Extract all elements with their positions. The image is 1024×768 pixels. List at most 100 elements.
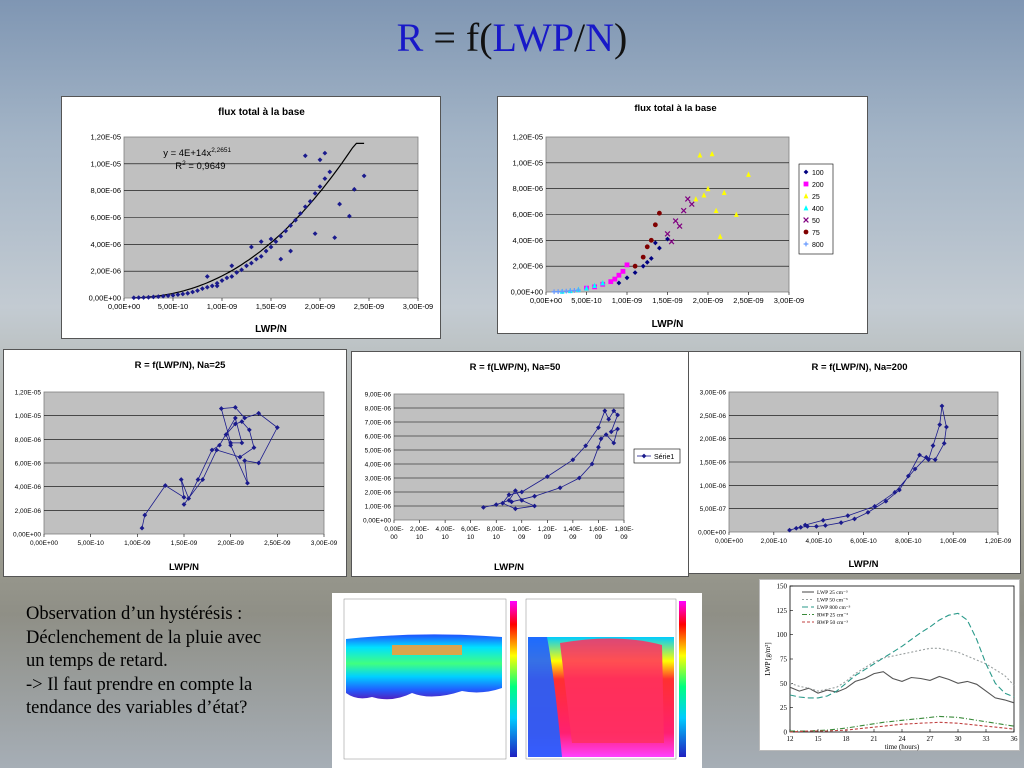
chart5-ytick-label: 0,00E+00 [698,530,726,537]
chart4-data-point [481,505,486,510]
chart3-data-point [232,404,238,410]
chart2-data-point [684,196,691,202]
chart6-ytick-label: 75 [780,656,788,664]
chart6-ytick-label: 100 [777,631,788,639]
chart4-data-point [576,475,582,481]
caption-line-1: Observation d’un hystérésis : [26,604,243,624]
chart6-legend-label: RWP 25 cm⁻³ [817,613,848,619]
chart1-xtick-label: 1,00E-09 [207,302,237,311]
chart3-title: R = f(LWP/N), Na=25 [135,360,227,371]
chart1-data-point [361,173,367,179]
chart4-xtick-label: 1,60E- [589,526,608,533]
chart6-xtick-label: 27 [927,735,935,743]
chart2-data-point [640,254,646,260]
chart1-data-point [351,186,357,192]
chart1-data-point [288,248,293,254]
chart3-xtick-label: 2,00E-09 [217,540,244,547]
chart1-data-point [180,291,186,297]
title-lwp: LWP [492,15,574,60]
chart5-xtick-label: 6,00E-10 [850,538,877,545]
chart1-ytick-label: 1,20E-05 [91,133,121,142]
chart1-data-point [307,199,313,204]
chart6-ylabel: LWP [g/m²] [764,642,772,675]
chart5-data-point [941,440,947,446]
chart2-data-point [668,238,675,245]
caption-line-4: -> Il faut prendre en compte la [26,674,253,695]
chart2-panel: 0,00E+00 2,00E-06 4,00E-06 6,00E-06 8,00E-06… [497,96,868,334]
chart2-data-point [672,218,679,224]
chart6-xtick-label: 18 [843,735,851,743]
chart4-ytick-label: 1,00E-06 [365,504,392,511]
chart5-data-point [820,517,826,523]
chart5-data-point [787,527,792,533]
chart1-data-point [239,267,244,273]
chart6-series-line [790,715,1015,732]
chart5-data-point [802,522,808,528]
chart3-svg: 0,00E+00 2,00E-06 4,00E-06 6,00E-06 8,00E-06… [13,360,338,573]
chart5-data-point [798,524,804,530]
chart4-xtick-label: 09 [544,534,552,541]
chart5-data-point [932,457,938,463]
chart2-svg: 0,00E+00 2,00E-06 4,00E-06 6,00E-06 8,00E-06… [511,103,834,330]
chart1-annotation-r2-exp: 2 [182,160,186,167]
chart5-data-point [865,510,871,515]
chart4-ytick-label: 9,00E-06 [365,392,392,399]
chart4-data-point [570,457,576,463]
chart2-data-point [705,185,711,192]
chart5-data-point [923,454,929,460]
chart3-xtick-label: 5,00E-10 [77,540,104,547]
title-n: N [585,15,615,60]
title-r: R [396,15,424,60]
chart1-data-point [214,283,220,289]
chart2-data-point [709,150,715,157]
chart3-data-point [181,502,187,507]
chart6-series-line [789,612,1015,699]
chart6-legend-label: RWP 50 cm⁻³ [817,620,848,626]
chart4-xtick-label: 10 [493,534,501,541]
chart4-xtick-label: 10 [467,534,475,541]
chart4-xlabel: LWP/N [494,562,524,573]
chart2-data-point [559,288,565,294]
chart2-legend-swatch [803,205,809,211]
chart1-data-point [283,228,289,234]
chart1-data-point [190,289,195,295]
chart1-fit-curve [133,142,365,299]
chart1-data-point [219,278,225,283]
chart3-data-point [245,480,250,486]
chart4-data-point [606,416,612,422]
chart2-data-point [632,270,638,276]
chart1-data-point [312,231,318,236]
chart6-xtick-label: 30 [955,735,963,743]
chart2-data-point [616,280,622,286]
chart4-data-point [603,432,609,437]
chart6-xtick-label: 12 [787,735,795,743]
chart3-ytick-label: 4,00E-06 [15,484,42,491]
chart1-ytick-label: 0,00E+00 [89,294,121,303]
chart5-data-point [912,466,918,472]
chart2-data-point [551,289,557,295]
chart1-annotation-exp: 2,2651 [211,147,231,154]
chart1-data-point [141,295,146,300]
chart5-data-point [883,498,889,504]
chart1-data-point [136,295,142,300]
chart1-data-point [151,294,156,300]
chart4-xtick-label: 10 [441,534,449,541]
chart1-data-point [146,294,151,300]
chart2-legend-label: 75 [812,230,820,237]
chart2-xtick-label: 1,00E-09 [612,296,642,305]
caption-line-3: un temps de retard. [26,651,168,671]
chart2-data-point [676,223,683,229]
chart6-legend-label: LWP 25 cm⁻³ [817,590,848,596]
chart5-ytick-label: 3,00E-06 [700,390,727,397]
chart2-data-point [600,280,606,286]
chart1-data-point [322,176,328,181]
chart2-xtick-label: 0,00E+00 [530,296,562,305]
chart2-ytick-label: 4,00E-06 [513,236,543,245]
chart1-data-point [298,211,303,216]
chart2-data-point [616,272,622,278]
chart4-xtick-label: 4,00E- [436,526,455,533]
slide-title: R = f(LWP/N) [0,14,1024,61]
chart3-ytick-label: 8,00E-06 [15,437,42,444]
chart3-data-point [242,458,248,464]
chart1-data-point [155,294,161,300]
